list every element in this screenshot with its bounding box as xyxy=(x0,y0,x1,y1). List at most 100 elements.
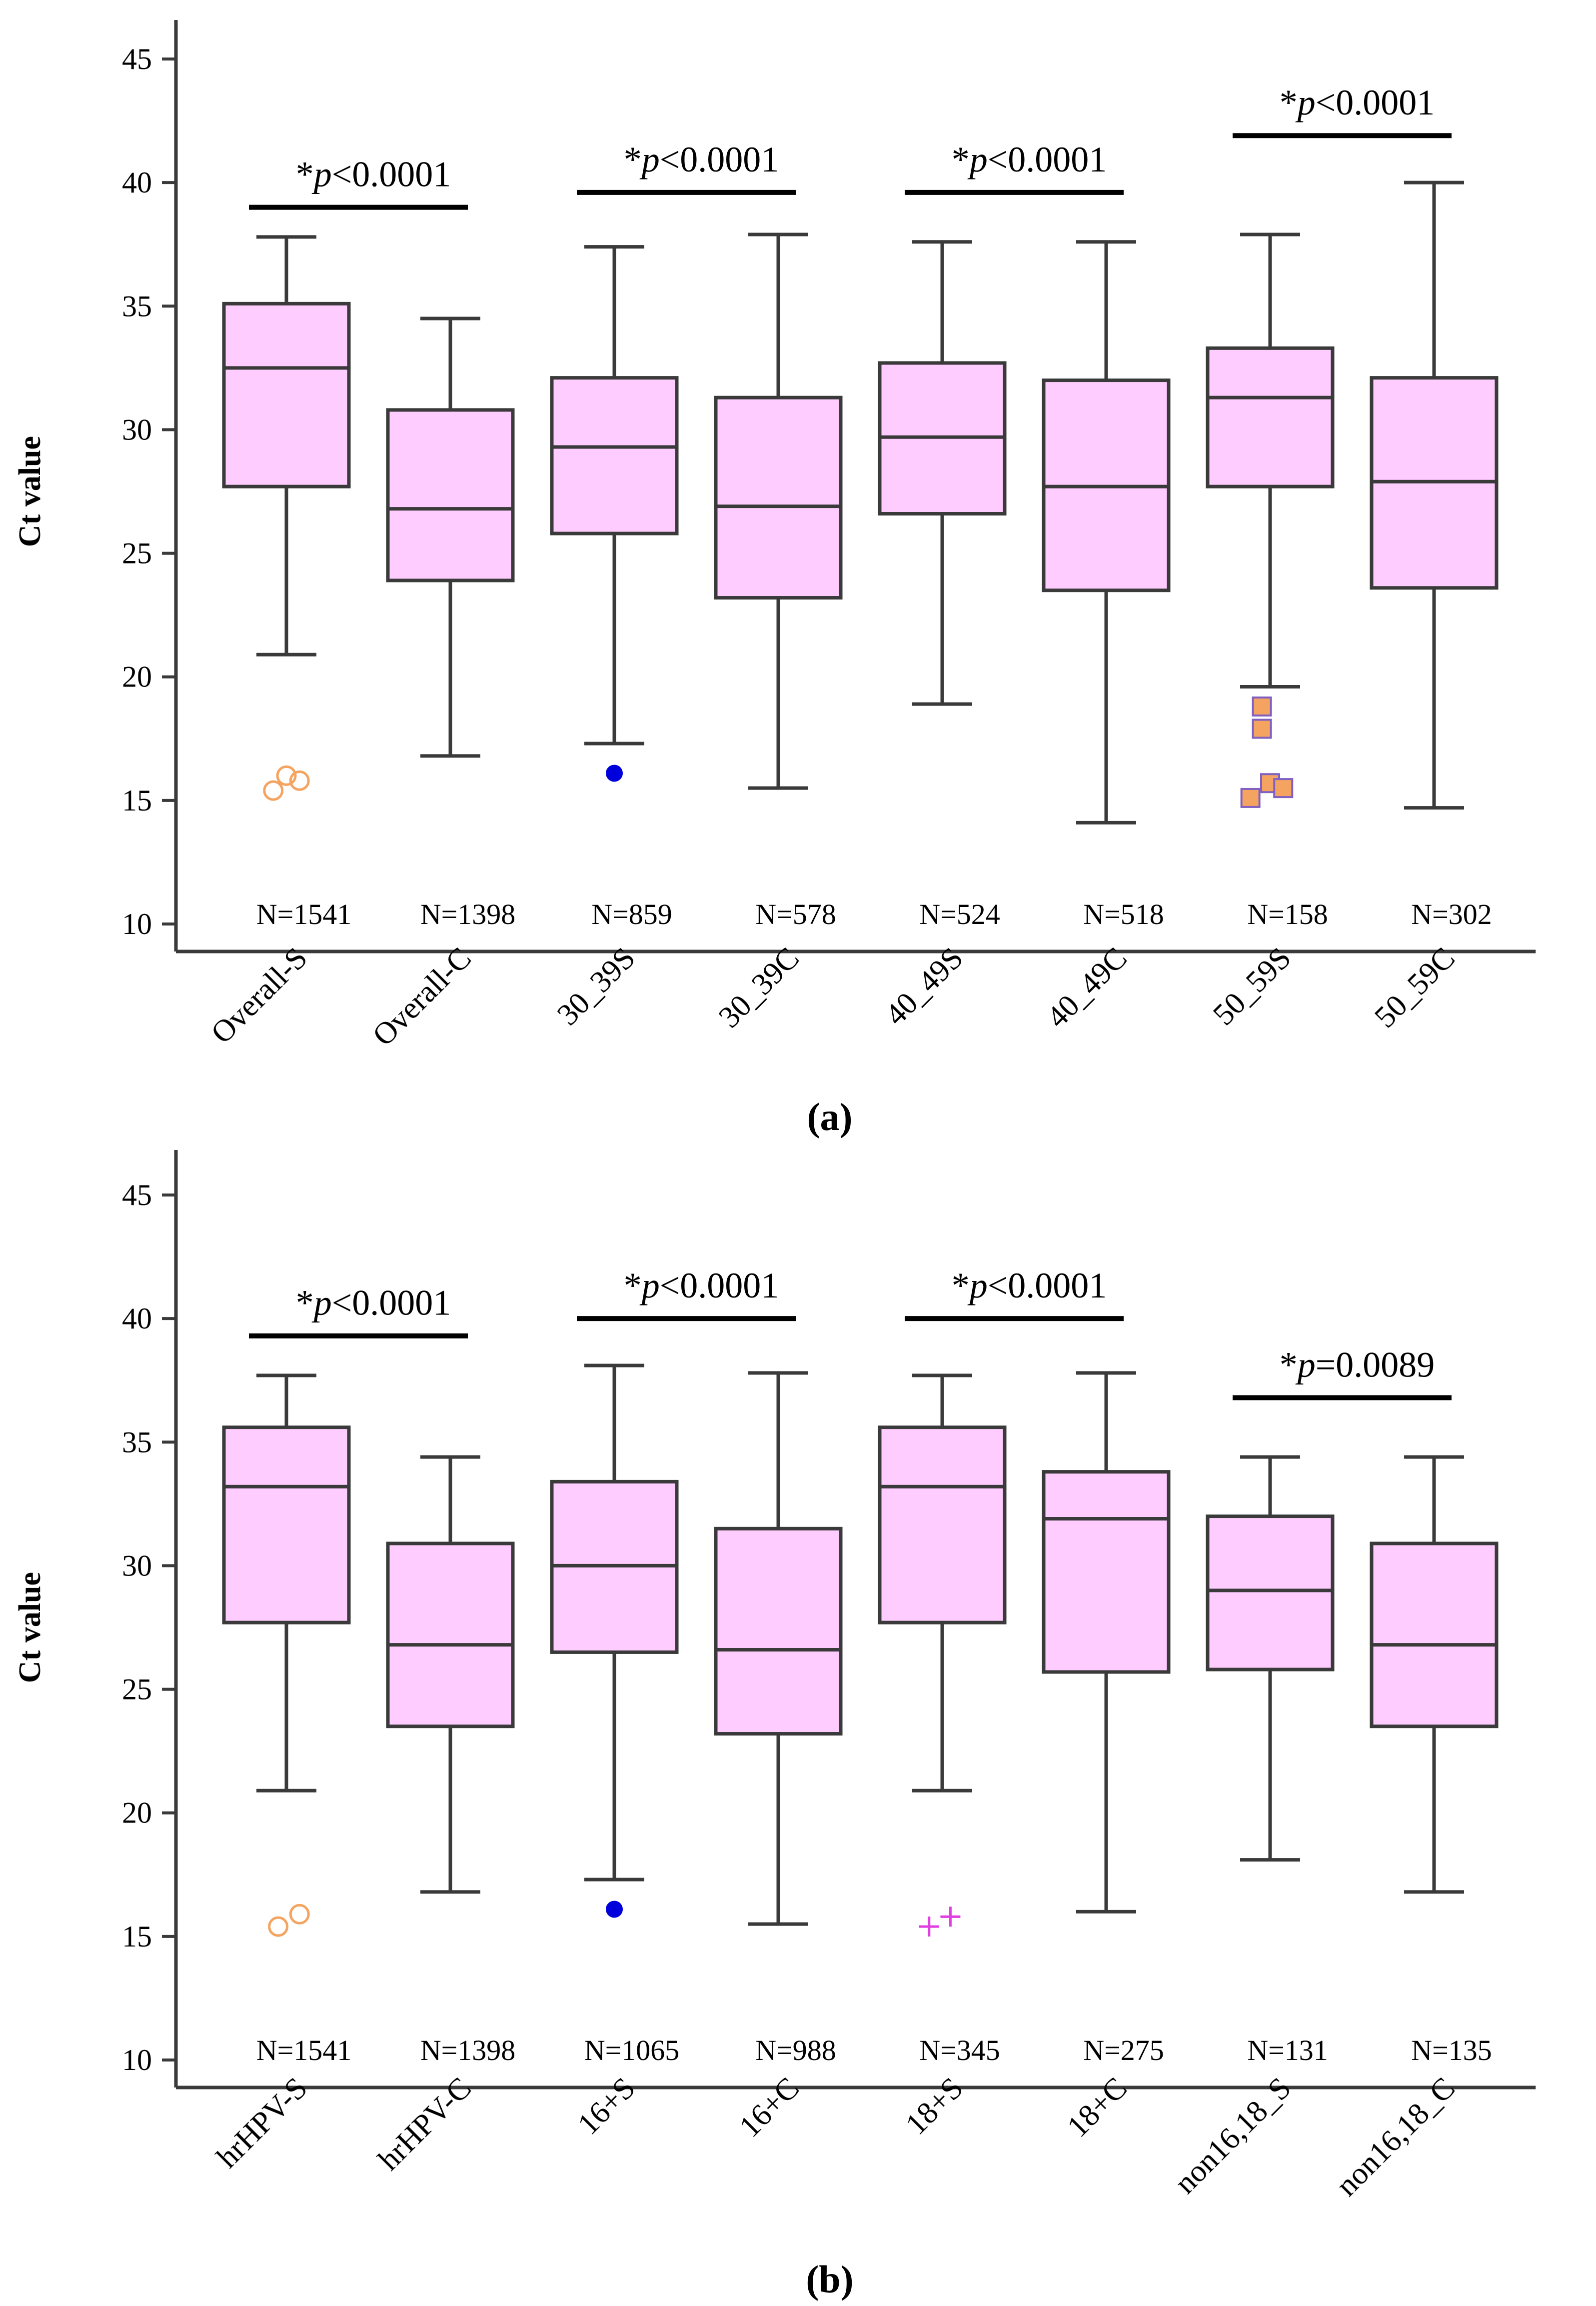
outlier-point xyxy=(289,770,310,791)
iqr-box xyxy=(714,396,843,600)
iqr-box xyxy=(1042,1470,1171,1674)
panel-a: 10 15 20 25 30 35 40 45 Ct value N=1541 Overall-S N… xyxy=(13,20,1536,1138)
iqr-box xyxy=(222,302,351,488)
category-label: Overall-S xyxy=(204,941,314,1050)
iqr-box xyxy=(1206,346,1335,488)
category-label: 50_59S xyxy=(1207,941,1298,1032)
y-tick-label: 30 xyxy=(122,1549,152,1582)
n-label: N=275 xyxy=(1083,2034,1164,2066)
outlier-point xyxy=(1252,696,1272,717)
category-label: 16+C xyxy=(733,2071,806,2144)
outlier-point xyxy=(1273,778,1294,798)
y-tick-label: 25 xyxy=(122,537,152,570)
box-50_59C xyxy=(1370,180,1499,810)
n-label: N=158 xyxy=(1247,898,1328,930)
iqr-box xyxy=(714,1526,843,1736)
outlier-point xyxy=(606,764,623,782)
category-label: 18+S xyxy=(899,2071,970,2142)
outlier-point xyxy=(289,1904,310,1924)
significance-label: *p<0.0001 xyxy=(624,140,779,180)
n-label: N=135 xyxy=(1411,2034,1492,2066)
y-tick-label: 35 xyxy=(122,290,152,322)
y-tick-label: 45 xyxy=(122,42,152,76)
category-label: 40_49S xyxy=(879,941,970,1032)
y-tick-label: 40 xyxy=(122,166,152,199)
y-tick-label: 20 xyxy=(122,660,152,694)
y-tick-label: 10 xyxy=(122,908,152,940)
box-Overall-S xyxy=(222,235,351,656)
panel-label: (b) xyxy=(806,2258,853,2301)
iqr-box xyxy=(222,1426,351,1624)
box-16+C xyxy=(714,1371,843,1926)
category-label: 50_59C xyxy=(1368,941,1462,1034)
significance-label: *p<0.0001 xyxy=(952,140,1107,180)
n-label: N=1541 xyxy=(256,2034,352,2066)
category-label: non16,18_C xyxy=(1330,2071,1462,2203)
n-label: N=131 xyxy=(1247,2034,1328,2066)
category-label: non16,18_S xyxy=(1168,2071,1298,2200)
outlier-point xyxy=(919,1916,939,1937)
significance-label: *p<0.0001 xyxy=(296,1283,451,1323)
category-label: 18+C xyxy=(1061,2071,1134,2144)
y-tick-label: 10 xyxy=(122,2044,152,2076)
box-non16,18_C xyxy=(1370,1455,1499,1894)
box-16+S xyxy=(550,1364,679,1882)
box-18+S xyxy=(878,1374,1007,1792)
box-non16,18_S xyxy=(1206,1455,1335,1862)
outlier-point xyxy=(276,765,297,786)
outlier-point xyxy=(263,780,284,801)
significance-label: *p<0.0001 xyxy=(952,1266,1107,1306)
n-label: N=1065 xyxy=(584,2034,680,2066)
y-axis-label: Ct value xyxy=(13,1572,47,1683)
box-Overall-C xyxy=(386,316,515,758)
outlier-point xyxy=(1252,718,1272,739)
box-50_59S xyxy=(1206,232,1335,688)
box-30_39S xyxy=(550,245,679,746)
box-30_39C xyxy=(714,232,843,790)
y-tick-label: 30 xyxy=(122,413,152,446)
y-axis-label: Ct value xyxy=(13,436,47,547)
n-label: N=302 xyxy=(1411,898,1492,930)
outlier-point xyxy=(940,1906,961,1927)
significance-label: *p<0.0001 xyxy=(296,154,451,194)
category-label: 16+S xyxy=(571,2071,642,2142)
y-tick-label: 40 xyxy=(122,1302,152,1335)
outlier-point xyxy=(606,1900,623,1918)
y-tick-label: 20 xyxy=(122,1796,152,1830)
n-label: N=1398 xyxy=(420,2034,516,2066)
iqr-box xyxy=(1370,1542,1499,1728)
iqr-box xyxy=(1206,1514,1335,1672)
y-tick-label: 15 xyxy=(122,1920,152,1953)
significance-label: *p=0.0089 xyxy=(1280,1344,1435,1384)
n-label: N=345 xyxy=(919,2034,1000,2066)
box-18+C xyxy=(1042,1371,1171,1914)
n-label: N=1541 xyxy=(256,898,352,930)
iqr-box xyxy=(878,1426,1007,1624)
category-label: 30_39C xyxy=(712,941,806,1034)
n-label: N=988 xyxy=(755,2034,836,2066)
significance-label: *p<0.0001 xyxy=(624,1266,779,1306)
category-label: 30_39S xyxy=(551,941,642,1032)
significance-label: *p<0.0001 xyxy=(1280,82,1435,122)
n-label: N=1398 xyxy=(420,898,516,930)
y-tick-label: 35 xyxy=(122,1426,152,1458)
category-label: Overall-C xyxy=(366,941,478,1052)
iqr-box xyxy=(550,376,679,536)
n-label: N=518 xyxy=(1083,898,1164,930)
n-label: N=859 xyxy=(591,898,672,930)
box-hrHPV-C xyxy=(386,1455,515,1894)
y-tick-label: 15 xyxy=(122,784,152,817)
y-tick-label: 25 xyxy=(122,1673,152,1706)
y-tick-label: 45 xyxy=(122,1178,152,1212)
iqr-box xyxy=(386,1542,515,1728)
outlier-point xyxy=(268,1916,289,1937)
box-hrHPV-S xyxy=(222,1374,351,1792)
category-label: 40_49C xyxy=(1040,941,1134,1034)
n-label: N=578 xyxy=(755,898,836,930)
box-40_49S xyxy=(878,240,1007,706)
outlier-point xyxy=(1240,788,1261,808)
iqr-box xyxy=(386,408,515,582)
n-label: N=524 xyxy=(919,898,1000,930)
